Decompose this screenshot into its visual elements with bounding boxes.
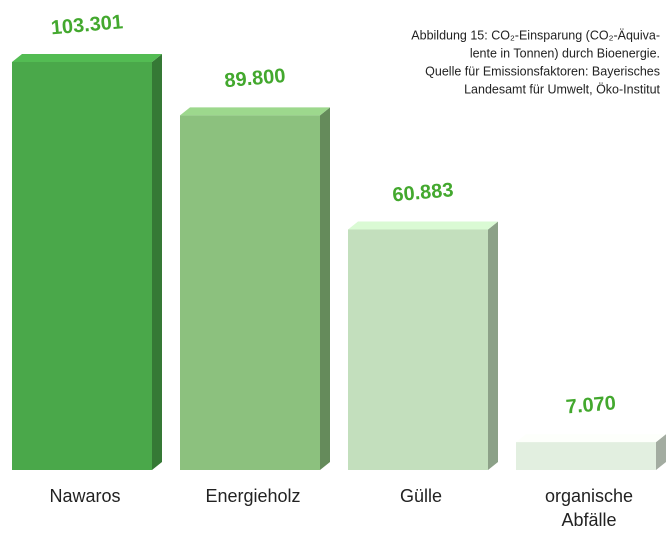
value-label: 60.883	[392, 179, 455, 206]
x-tick-label: organische Abfälle	[544, 486, 634, 530]
bar	[180, 107, 330, 471]
bar-front	[348, 229, 488, 470]
caption-line: Abbildung 15: CO₂-Einsparung (CO₂-Äquiva…	[411, 28, 660, 42]
bar-front	[180, 115, 320, 471]
x-tick-label: Gülle	[399, 486, 443, 506]
bar	[516, 434, 666, 470]
caption-line: Landesamt für Umwelt, Öko-Institut	[464, 82, 660, 96]
bar-top	[516, 434, 666, 443]
bar-front	[12, 62, 152, 470]
bar-side	[152, 54, 162, 470]
bar-front	[516, 442, 656, 470]
bar-side	[320, 107, 330, 471]
value-label: 89.800	[224, 65, 287, 92]
bar-top	[348, 221, 498, 230]
x-tick-label: Nawaros	[49, 486, 121, 506]
bar	[348, 221, 498, 470]
x-tick-label: Energieholz	[205, 486, 301, 506]
value-label: 7.070	[565, 392, 617, 418]
bar	[12, 54, 162, 470]
bar-side	[488, 221, 498, 470]
caption-line: lente in Tonnen) durch Bioenergie.	[470, 46, 660, 60]
caption-line: Quelle für Emissionsfaktoren: Bayerische…	[425, 64, 660, 78]
bar-top	[180, 107, 330, 116]
bar-top	[12, 54, 162, 62]
bar-side	[656, 434, 666, 470]
value-label: 103.301	[50, 11, 124, 39]
